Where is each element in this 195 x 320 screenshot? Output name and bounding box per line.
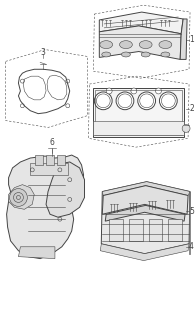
- Polygon shape: [9, 185, 34, 209]
- Polygon shape: [100, 244, 189, 260]
- Ellipse shape: [139, 41, 152, 49]
- Text: 1: 1: [189, 35, 194, 44]
- Polygon shape: [7, 155, 83, 259]
- Bar: [129, 219, 143, 241]
- Bar: [95, 90, 182, 135]
- Polygon shape: [189, 192, 190, 254]
- Ellipse shape: [141, 52, 150, 57]
- Ellipse shape: [120, 41, 132, 49]
- Polygon shape: [99, 12, 183, 34]
- Circle shape: [116, 92, 134, 110]
- Bar: [30, 163, 68, 175]
- Polygon shape: [99, 26, 181, 60]
- Bar: [46, 155, 54, 165]
- Polygon shape: [19, 247, 55, 259]
- Circle shape: [131, 88, 137, 94]
- Circle shape: [10, 188, 27, 206]
- Circle shape: [94, 92, 112, 110]
- Polygon shape: [180, 19, 187, 60]
- Ellipse shape: [121, 52, 130, 57]
- Bar: [168, 219, 182, 241]
- Polygon shape: [105, 205, 185, 221]
- Ellipse shape: [159, 41, 172, 49]
- Bar: [149, 219, 162, 241]
- Bar: [93, 88, 184, 137]
- Ellipse shape: [100, 41, 113, 49]
- Polygon shape: [101, 182, 190, 254]
- Ellipse shape: [161, 52, 170, 57]
- Text: 6: 6: [50, 138, 54, 147]
- Text: 2: 2: [189, 104, 194, 113]
- Text: 5: 5: [189, 207, 194, 216]
- Text: 4: 4: [189, 242, 194, 251]
- Circle shape: [106, 88, 112, 94]
- Circle shape: [182, 124, 190, 132]
- Circle shape: [138, 92, 156, 110]
- Circle shape: [106, 127, 112, 133]
- Polygon shape: [102, 186, 188, 214]
- Circle shape: [156, 127, 161, 133]
- Polygon shape: [46, 162, 84, 217]
- Bar: [109, 219, 123, 241]
- Bar: [35, 155, 43, 165]
- Bar: [57, 155, 65, 165]
- Ellipse shape: [102, 52, 111, 57]
- Circle shape: [156, 88, 161, 94]
- Circle shape: [160, 92, 177, 110]
- Circle shape: [131, 127, 137, 133]
- Bar: [93, 121, 184, 135]
- Polygon shape: [102, 182, 190, 196]
- Text: 3: 3: [41, 48, 46, 57]
